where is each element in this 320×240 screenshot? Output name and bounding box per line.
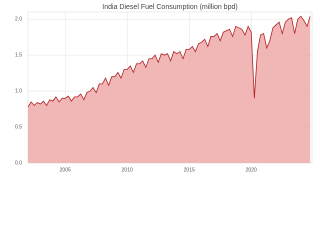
chart-title: India Diesel Fuel Consumption (million b… — [102, 4, 237, 11]
y-tick-label: 1.5 — [15, 52, 22, 58]
x-tick-label: 2010 — [122, 167, 133, 173]
area-fill — [28, 16, 311, 164]
x-tick-label: 2015 — [184, 167, 195, 173]
y-tick-label: 2.0 — [15, 17, 22, 23]
x-tick-label: 2020 — [246, 167, 257, 173]
y-tick-label: 0.0 — [15, 160, 22, 166]
area-line — [27, 15, 311, 108]
y-tick-label: 1.0 — [15, 88, 22, 94]
x-tick-label: 2005 — [60, 167, 71, 173]
chart: India Diesel Fuel Consumption (million b… — [15, 3, 313, 174]
y-tick-label: 0.5 — [15, 124, 22, 130]
